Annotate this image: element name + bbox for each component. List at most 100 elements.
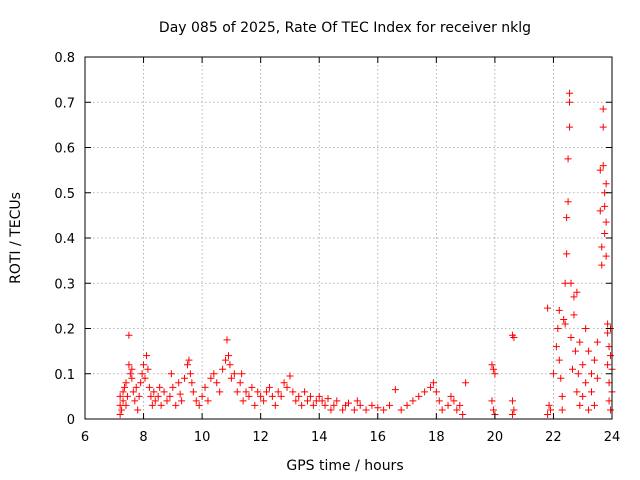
data-point — [568, 365, 576, 373]
data-point — [566, 98, 574, 106]
data-point — [576, 401, 584, 409]
data-point — [304, 397, 312, 405]
data-point — [132, 383, 140, 391]
data-point — [195, 401, 203, 409]
data-point — [557, 374, 565, 382]
data-point — [444, 401, 452, 409]
data-point — [488, 397, 496, 405]
data-point — [274, 388, 282, 396]
data-point — [605, 343, 613, 351]
data-point — [353, 397, 361, 405]
data-point — [547, 406, 555, 414]
data-point — [160, 388, 168, 396]
data-point — [453, 406, 461, 414]
data-point — [563, 250, 571, 258]
data-point — [462, 379, 470, 387]
data-point — [345, 399, 352, 407]
y-tick-label: 0.8 — [54, 51, 75, 66]
data-point — [315, 392, 323, 400]
data-point — [570, 311, 578, 319]
data-point — [508, 397, 516, 405]
data-point — [118, 406, 126, 414]
data-point — [230, 370, 238, 378]
data-point — [385, 401, 393, 409]
data-point — [176, 390, 184, 398]
data-point — [135, 392, 143, 400]
y-tick-label: 0 — [67, 413, 75, 428]
data-point — [210, 370, 218, 378]
data-point — [489, 406, 497, 414]
data-point — [248, 383, 256, 391]
data-point — [362, 406, 370, 414]
data-point — [552, 343, 560, 351]
data-point — [409, 397, 417, 405]
data-point — [590, 356, 598, 364]
data-point — [415, 392, 423, 400]
data-point — [141, 374, 149, 382]
data-point — [602, 252, 610, 260]
data-point — [224, 352, 232, 360]
y-tick-label: 0.6 — [54, 142, 75, 157]
data-point — [566, 123, 574, 131]
data-point — [121, 383, 129, 391]
data-point — [123, 392, 131, 400]
data-point — [561, 320, 569, 328]
x-tick-label: 22 — [545, 430, 562, 445]
data-point — [601, 202, 609, 210]
chart-title: Day 085 of 2025, Rate Of TEC Index for r… — [159, 20, 531, 36]
data-point — [582, 325, 590, 332]
x-tick-label: 24 — [604, 430, 621, 445]
data-point — [238, 370, 246, 378]
data-point — [227, 374, 235, 382]
data-point — [242, 388, 250, 396]
data-point — [156, 383, 164, 391]
data-point — [151, 397, 159, 405]
data-point — [138, 370, 146, 378]
data-point — [489, 365, 497, 373]
data-point — [207, 374, 215, 382]
data-point — [145, 383, 153, 391]
data-point — [309, 401, 317, 409]
data-point — [607, 406, 615, 414]
data-point — [438, 406, 446, 414]
data-point — [602, 180, 610, 188]
data-point — [567, 334, 575, 342]
data-point — [236, 379, 244, 387]
data-point — [157, 401, 165, 409]
data-point — [245, 392, 253, 400]
grid-layer — [85, 57, 612, 419]
data-point — [257, 392, 265, 400]
data-point — [251, 401, 259, 409]
data-point — [356, 401, 364, 409]
data-point — [585, 347, 593, 355]
data-point — [450, 397, 458, 405]
data-point — [289, 388, 297, 396]
x-tick-label: 14 — [311, 430, 328, 445]
data-point — [140, 361, 148, 369]
data-point — [167, 370, 175, 378]
data-point — [607, 352, 615, 360]
data-point — [567, 279, 575, 287]
data-point — [573, 388, 581, 396]
data-point — [571, 347, 579, 355]
data-point — [421, 388, 429, 396]
x-tick-label: 12 — [252, 430, 269, 445]
y-tick-label: 0.5 — [54, 187, 75, 202]
data-point — [144, 365, 152, 373]
data-point — [576, 338, 584, 346]
data-point — [223, 336, 231, 344]
y-tick-label: 0.1 — [54, 368, 75, 383]
data-point — [560, 315, 568, 323]
data-point — [429, 379, 437, 387]
data-point — [116, 401, 124, 409]
data-point — [605, 379, 613, 387]
data-point — [192, 397, 200, 405]
data-point — [233, 388, 241, 396]
data-point — [604, 320, 612, 328]
data-point — [374, 404, 382, 412]
data-point — [570, 293, 578, 301]
data-point — [397, 406, 405, 414]
data-point — [510, 406, 518, 414]
data-point — [380, 406, 388, 414]
